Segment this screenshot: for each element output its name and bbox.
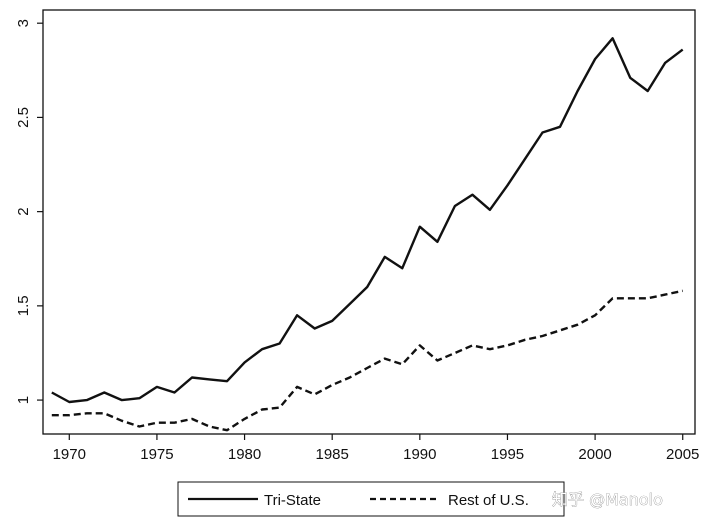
y-tick-label: 1.5 — [15, 295, 32, 316]
y-tick-label: 2.5 — [15, 107, 32, 128]
y-tick-label: 3 — [15, 19, 32, 27]
x-tick-label: 1980 — [228, 446, 261, 463]
x-tick-label: 1995 — [491, 446, 524, 463]
x-tick-label: 1970 — [53, 446, 86, 463]
legend-label-rest-of-us: Rest of U.S. — [448, 492, 529, 509]
x-tick-label: 2000 — [578, 446, 611, 463]
x-tick-label: 1985 — [316, 446, 349, 463]
x-tick-label: 1990 — [403, 446, 436, 463]
x-axis: 1970 1975 1980 1985 1990 1995 2000 2005 — [53, 434, 699, 463]
y-tick-label: 2 — [15, 207, 32, 215]
legend-label-tri-state: Tri-State — [264, 492, 321, 509]
series-line-tri-state — [51, 37, 684, 404]
y-tick-label: 1 — [15, 396, 32, 404]
plot-frame — [42, 9, 696, 435]
legend-box — [177, 481, 565, 517]
series-layer — [51, 37, 684, 432]
x-tick-label: 2005 — [666, 446, 699, 463]
legend: Tri-State Rest of U.S. — [177, 481, 565, 517]
watermark-text: 知乎 @Manolo — [552, 490, 663, 509]
series-line-rest-of-us — [51, 289, 683, 432]
x-tick-label: 1975 — [140, 446, 173, 463]
y-axis: 1 1.5 2 2.5 3 — [15, 19, 43, 404]
